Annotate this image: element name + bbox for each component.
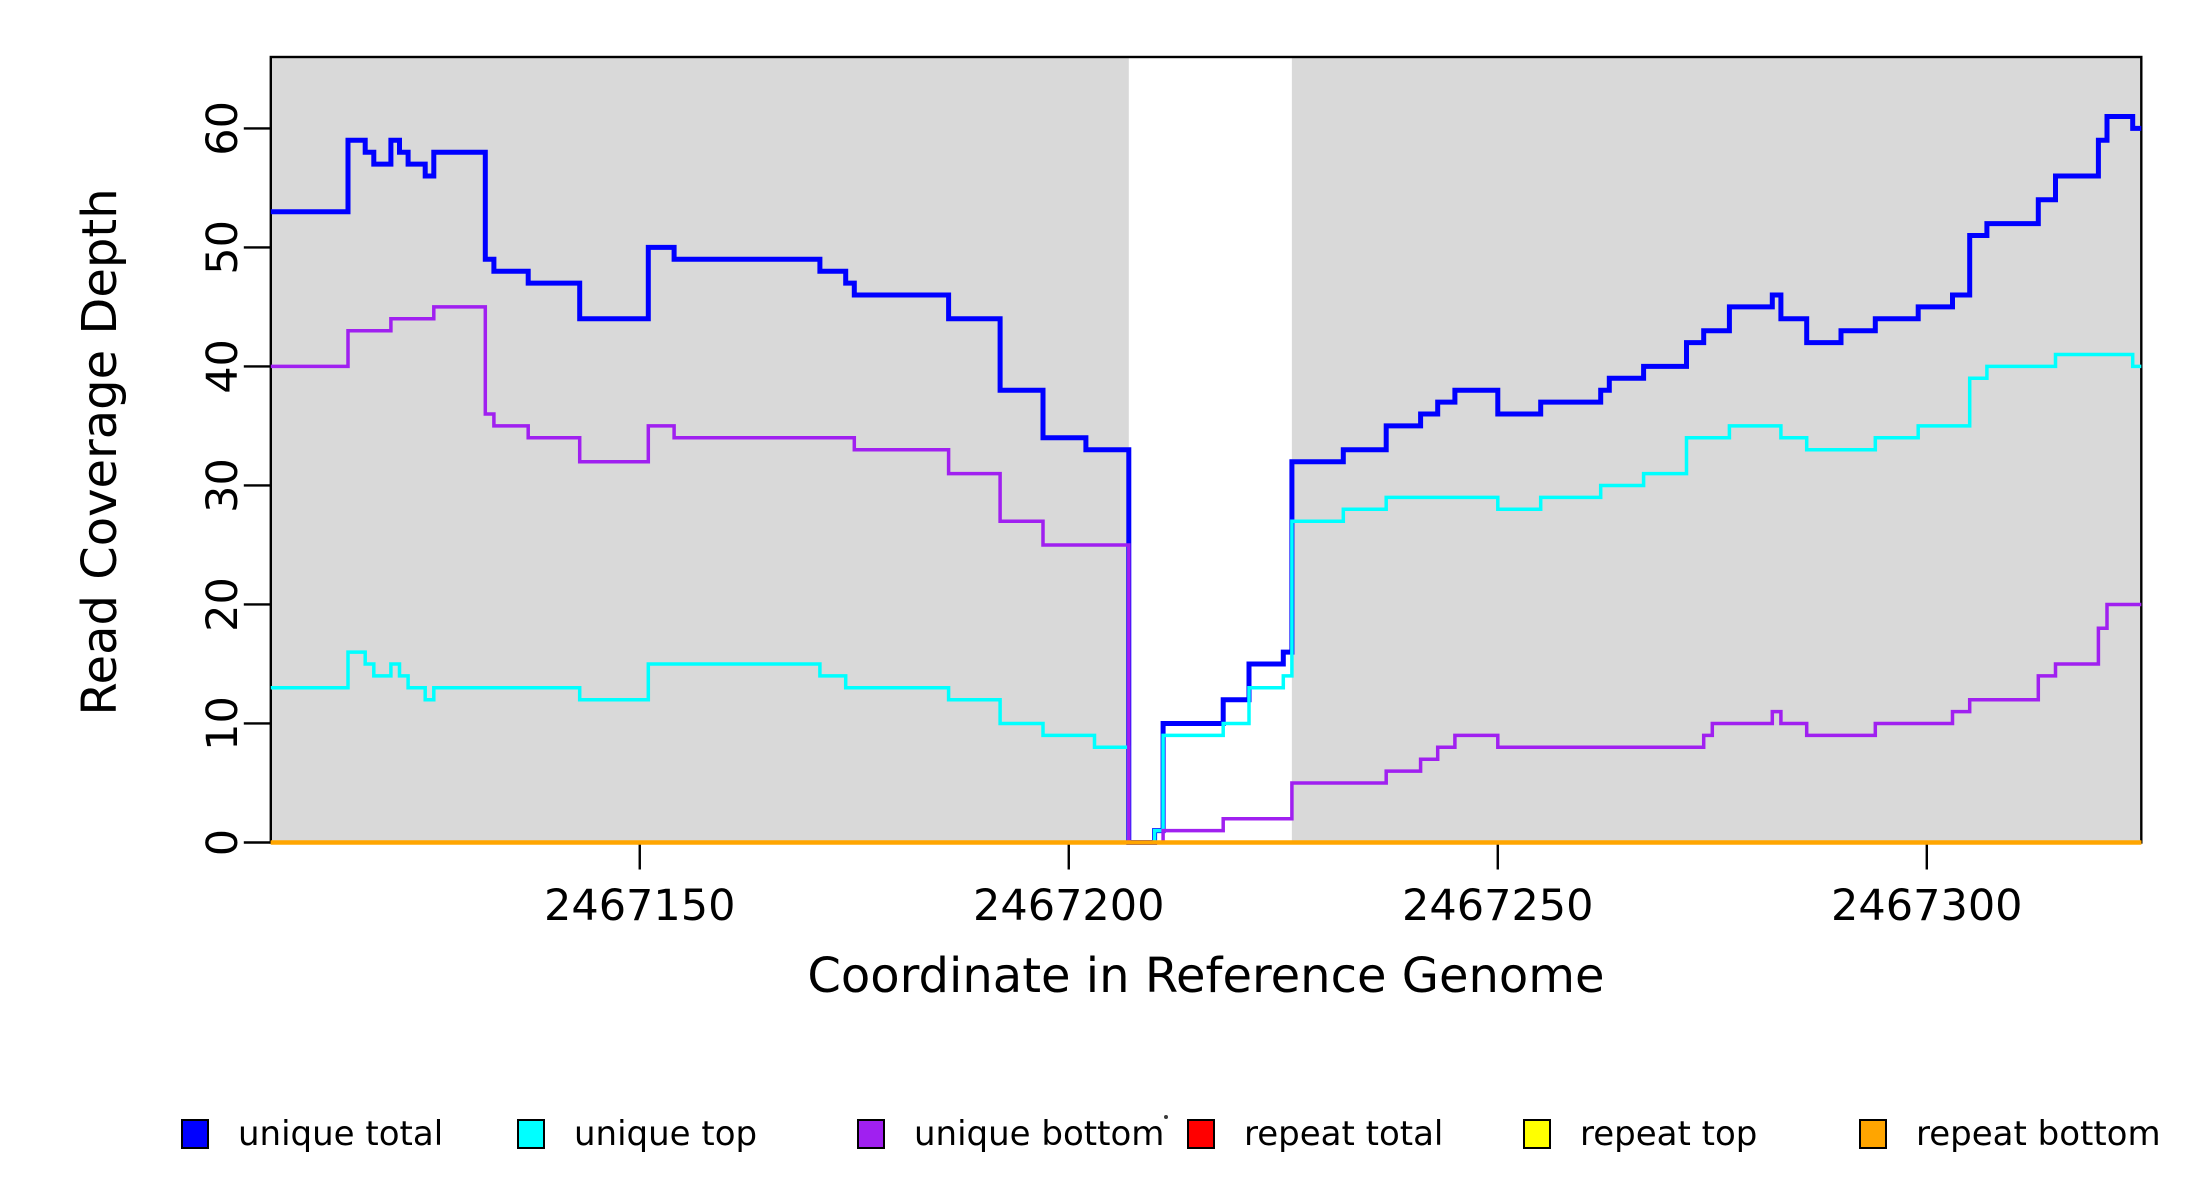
y-axis-tick-label: 50 xyxy=(198,220,248,275)
x-axis-tick-label: 2467150 xyxy=(544,881,736,931)
x-axis-tick-label: 2467250 xyxy=(1402,881,1594,931)
y-axis-tick-label: 60 xyxy=(198,101,248,156)
shaded-region xyxy=(1291,57,2142,843)
y-axis-tick-label: 10 xyxy=(198,696,248,751)
x-axis-title: Coordinate in Reference Genome xyxy=(807,948,1605,1004)
shaded-region xyxy=(270,57,1129,843)
y-axis-tick-label: 30 xyxy=(198,458,248,513)
y-axis-tick-label: 20 xyxy=(198,577,248,632)
x-axis-tick-label: 2467200 xyxy=(973,881,1165,931)
series-line-unique-bottom xyxy=(270,305,2142,845)
y-axis-title: Read Coverage Depth xyxy=(72,188,128,716)
y-axis-tick-label: 0 xyxy=(198,829,248,856)
y-axis-tick-label: 40 xyxy=(198,339,248,394)
x-axis-tick-label: 2467300 xyxy=(1831,881,2023,931)
series-line-unique-top xyxy=(270,352,2142,845)
